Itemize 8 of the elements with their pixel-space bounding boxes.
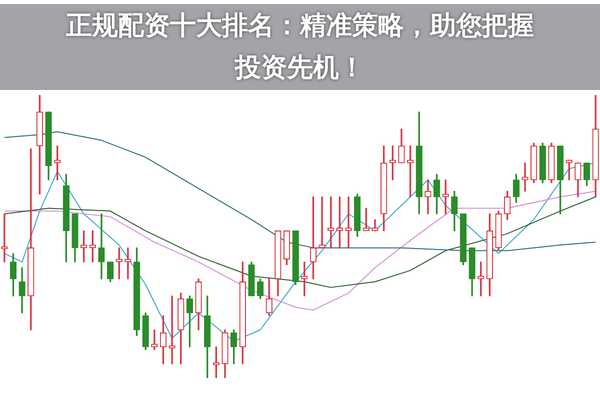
candlestick (168, 296, 176, 364)
candlestick (424, 180, 432, 214)
candlestick (124, 247, 132, 280)
candlestick (522, 162, 528, 192)
candlestick (345, 196, 352, 248)
chart-title: 正规配资十大排名：精准策略，助您把握投资先机！ (65, 10, 535, 85)
candlestick (98, 214, 105, 280)
candlestick (318, 196, 326, 248)
